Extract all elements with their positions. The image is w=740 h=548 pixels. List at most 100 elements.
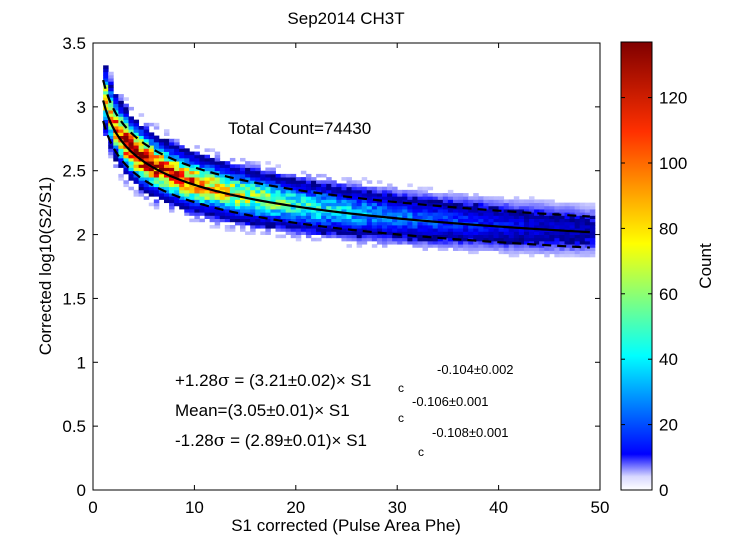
heatmap-cell [371,196,378,200]
heatmap-cell [118,100,124,105]
heatmap-cell [123,119,129,124]
heatmap-cell [529,212,535,216]
heatmap-cell [498,231,505,235]
heatmap-cell [214,167,221,172]
heatmap-cell [260,224,266,229]
heatmap-cell [473,205,479,210]
heatmap-cell [478,199,484,204]
heatmap-cell [336,218,342,223]
heatmap-cell [174,189,180,194]
heatmap-cell [584,250,591,255]
heatmap-cell [290,202,297,207]
heatmap-cell [123,154,129,159]
heatmap-cell [463,224,469,229]
heatmap-cell [488,234,494,239]
heatmap-cell [158,177,165,181]
heatmap-cell [463,212,469,216]
heatmap-cell [534,209,540,213]
heatmap-cell [300,215,307,219]
heatmap-cell [158,138,165,143]
heatmap-cell [376,196,383,200]
heatmap-cell [422,209,429,213]
heatmap-cell [285,221,292,226]
heatmap-cell [468,199,474,204]
heatmap-cell [523,224,530,229]
y-tick-label: 0 [77,481,86,500]
heatmap-cell [229,218,236,223]
heatmap-cell [564,215,570,219]
heatmap-cell [331,231,337,235]
heatmap-cell [452,202,459,207]
heatmap-cell [194,154,200,159]
heatmap-cell [417,240,423,245]
heatmap-cell [488,215,494,219]
heatmap-cell [452,224,459,229]
heatmap-cell [169,205,175,210]
heatmap-cell [118,177,124,181]
heatmap-cell [265,205,271,210]
heatmap-cell [255,167,261,172]
heatmap-cell [108,90,114,95]
heatmap-cell [579,205,586,210]
heatmap-cell [204,173,211,178]
heatmap-cell [163,164,170,168]
heatmap-cell [153,126,160,130]
heatmap-cell [427,237,434,242]
heatmap-cell [387,212,393,216]
heatmap-cell [478,202,484,207]
heatmap-cell [113,154,119,159]
upper-fit-exponent: -0.104±0.002 [437,362,514,377]
heatmap-cell [417,244,423,248]
heatmap-cell [574,237,581,242]
heatmap-cell [513,237,520,242]
heatmap-cell [488,212,494,216]
heatmap-cell [214,193,221,197]
heatmap-cell [584,237,591,242]
heatmap-cell [402,224,408,229]
heatmap-cell [534,231,540,235]
heatmap-cell [245,215,251,219]
heatmap-cell [412,209,418,213]
heatmap-cell [123,141,129,146]
heatmap-cell [346,177,352,181]
heatmap-cell [133,164,140,168]
heatmap-cell [158,180,165,184]
heatmap-cell [341,202,347,207]
heatmap-cell [153,199,160,204]
heatmap-cell [549,215,555,219]
heatmap-cell [113,145,119,149]
heatmap-cell [204,193,211,197]
heatmap-cell [356,228,363,232]
heatmap-cell [275,224,281,229]
heatmap-cell [163,199,170,204]
heatmap-cell [331,186,337,191]
heatmap-cell [179,186,185,191]
heatmap-cell [255,186,261,191]
heatmap-cell [163,129,170,133]
heatmap-cell [432,240,439,245]
heatmap-cell [326,218,332,223]
heatmap-cell [270,218,276,223]
heatmap-cell [554,240,560,245]
heatmap-cell [503,199,510,204]
heatmap-cell [234,177,241,181]
heatmap-cell [503,237,510,242]
heatmap-cell [108,154,114,159]
heatmap-cell [219,196,226,200]
heatmap-cell [184,173,190,178]
heatmap-cell [381,202,388,207]
heatmap-cell [240,164,246,168]
heatmap-cell [366,224,373,229]
heatmap-cell [108,129,114,133]
y-axis: 00.511.522.533.5 [62,34,600,500]
heatmap-cell [148,161,155,165]
heatmap-cell [493,228,499,232]
heatmap-cell [589,240,596,245]
heatmap-cell [473,228,479,232]
heatmap-cell [574,253,581,258]
heatmap-cell [143,177,150,181]
heatmap-cell [351,189,358,194]
heatmap-cell [234,183,241,188]
heatmap-cell [275,193,281,197]
heatmap-cell [158,148,165,152]
